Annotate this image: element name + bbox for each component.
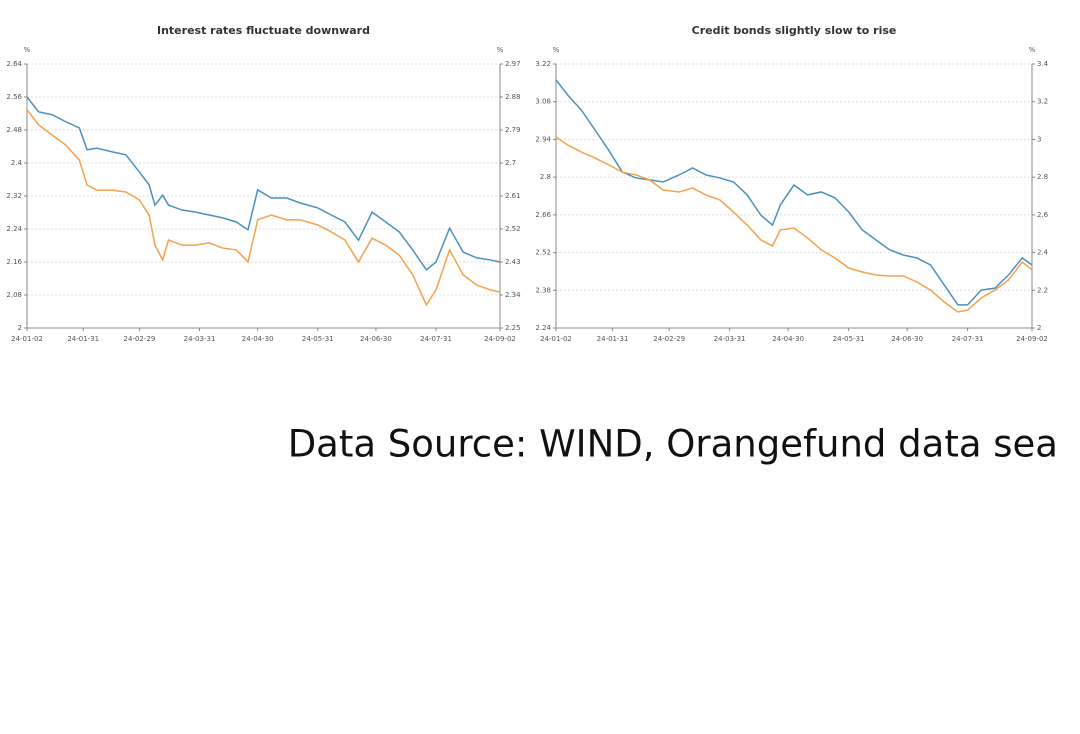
y2-tick-label: 2.43 [505,258,521,266]
x-tick-label: 24-03-31 [184,335,216,343]
x-tick-label: 24-09-02 [484,335,516,343]
y-tick-label: 2 [18,324,22,332]
y2-axis-unit: % [1029,46,1036,54]
y2-tick-label: 3 [1037,135,1041,143]
x-tick-label: 24-01-02 [11,335,43,343]
y2-axis-unit: % [497,46,504,54]
series-line [26,96,501,271]
x-tick-label: 24-06-30 [891,335,923,343]
source-note: Data Source: WIND, Orangefund data sea [288,423,1058,466]
y-tick-label: 2.52 [535,249,551,257]
y-tick-label: 2.24 [535,324,551,332]
x-tick-label: 24-01-31 [597,335,629,343]
x-tick-label: 24-02-29 [124,335,156,343]
x-tick-label: 24-05-31 [302,335,334,343]
y-tick-label: 2.66 [535,211,551,219]
y-tick-label: 3.22 [535,60,551,68]
y2-tick-label: 2.52 [505,225,521,233]
series-line [555,79,1033,306]
x-tick-label: 24-01-31 [67,335,99,343]
x-tick-label: 24-07-31 [420,335,452,343]
y-tick-label: 2.56 [6,93,22,101]
series-line [26,109,501,307]
y-tick-label: 3.08 [535,98,551,106]
y-tick-label: 2.64 [6,60,22,68]
y2-tick-label: 2.6 [1037,211,1049,219]
x-tick-label: 24-09-02 [1016,335,1048,343]
y2-tick-label: 3.2 [1037,98,1048,106]
series-line [555,136,1033,313]
x-tick-label: 24-06-30 [360,335,392,343]
y-axis-unit: % [24,46,31,54]
x-tick-label: 24-02-29 [653,335,685,343]
y-tick-label: 2.94 [535,135,551,143]
y2-tick-label: 2 [1037,324,1041,332]
y-tick-label: 2.4 [11,159,23,167]
y2-tick-label: 2.61 [505,192,521,200]
chart-title: Credit bonds slightly slow to rise [692,24,897,37]
y-tick-label: 2.16 [6,258,22,266]
y2-tick-label: 2.25 [505,324,521,332]
x-tick-label: 24-01-02 [540,335,572,343]
y-tick-label: 2.8 [540,173,551,181]
y2-tick-label: 2.34 [505,291,521,299]
y2-tick-label: 2.7 [505,159,516,167]
y2-tick-label: 2.79 [505,126,521,134]
y-tick-label: 2.08 [6,291,22,299]
y-tick-label: 2.24 [6,225,22,233]
y-tick-label: 2.32 [6,192,22,200]
x-tick-label: 24-05-31 [833,335,865,343]
y2-tick-label: 2.88 [505,93,521,101]
y2-tick-label: 2.4 [1037,249,1049,257]
y-axis-unit: % [553,46,560,54]
y2-tick-label: 2.97 [505,60,521,68]
x-tick-label: 24-07-31 [952,335,984,343]
y2-tick-label: 2.2 [1037,286,1048,294]
x-tick-label: 24-04-30 [242,335,274,343]
chart-title: Interest rates fluctuate downward [157,24,370,37]
y2-tick-label: 2.8 [1037,173,1048,181]
x-tick-label: 24-03-31 [714,335,746,343]
x-tick-label: 24-04-30 [772,335,804,343]
y2-tick-label: 3.4 [1037,60,1049,68]
y-tick-label: 2.48 [6,126,22,134]
y-tick-label: 2.38 [535,286,551,294]
